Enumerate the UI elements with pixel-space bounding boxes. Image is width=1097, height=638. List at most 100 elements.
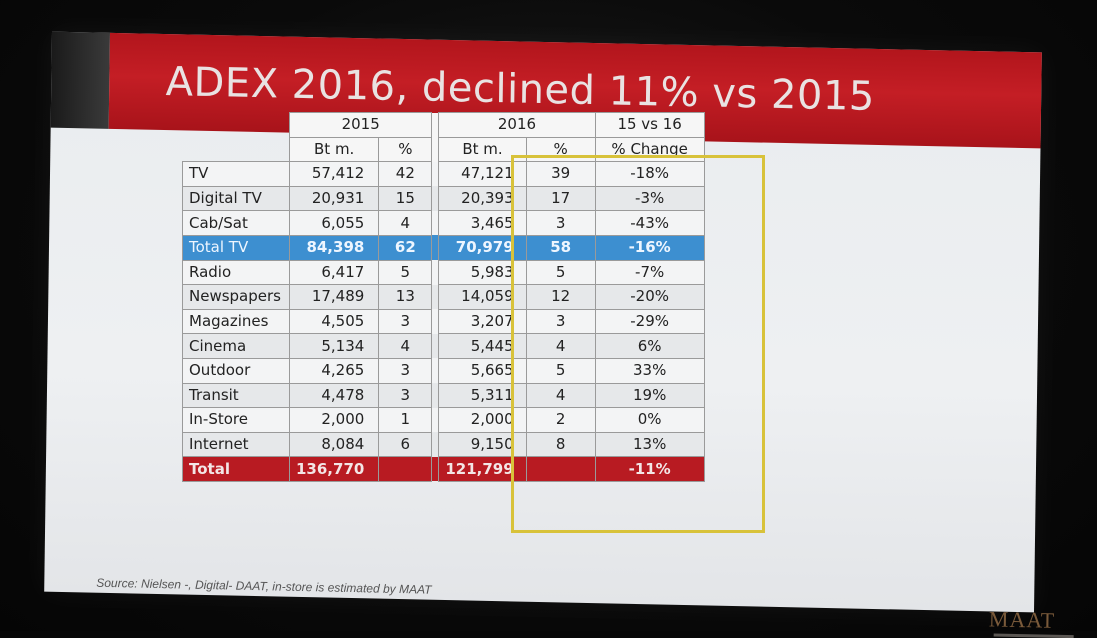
change-cell: 13% xyxy=(594,431,705,458)
column-separator xyxy=(431,137,440,162)
media-cell: Newspapers xyxy=(182,284,290,310)
table-row: In-Store 2,000 1 2,000 2 0% xyxy=(182,407,705,433)
col-header-pct-2016: % xyxy=(525,136,596,163)
column-separator xyxy=(431,161,440,187)
group-header-change: 15 vs 16 xyxy=(594,112,705,138)
total-tv-row: Total TV 84,398 62 70,979 58 -16% xyxy=(182,234,705,261)
pct-2015-cell: 3 xyxy=(378,357,433,384)
column-separator xyxy=(431,456,440,482)
bt-2015-cell: 57,412 xyxy=(288,161,380,187)
media-cell: TV xyxy=(182,161,290,187)
bt-2015-cell: 4,478 xyxy=(288,382,380,409)
pct-2016-cell: 3 xyxy=(525,210,596,236)
table-row: Transit 4,478 3 5,311 4 19% xyxy=(182,382,705,409)
change-cell: -3% xyxy=(594,185,705,212)
pct-2016-cell: 17 xyxy=(525,185,596,212)
bt-2015-cell: 8,084 xyxy=(288,431,380,458)
pct-2016-cell: 58 xyxy=(525,234,596,261)
group-header-row: 2015 2016 15 vs 16 xyxy=(182,112,705,163)
table-row: TV 57,412 42 47,121 39 -18% xyxy=(182,161,705,187)
banner-shadow xyxy=(50,31,110,129)
col-header-pct-2015: % xyxy=(378,136,433,163)
pct-2016-cell: 39 xyxy=(525,161,596,187)
column-separator xyxy=(431,309,440,334)
column-separator xyxy=(431,210,440,236)
bt-2015-cell: 136,770 xyxy=(288,456,380,482)
media-cell: Digital TV xyxy=(182,185,290,212)
change-cell: 0% xyxy=(594,407,705,433)
bt-2016-cell: 5,445 xyxy=(438,333,527,359)
pct-2015-cell: 4 xyxy=(378,333,433,359)
table-row: Internet 8,084 6 9,150 8 13% xyxy=(182,431,705,458)
change-cell: -16% xyxy=(594,234,705,261)
col-header-bt-2015: Bt m. xyxy=(288,136,380,163)
pct-2016-cell: 4 xyxy=(525,333,596,359)
logo-text: MAAT xyxy=(988,606,1056,633)
pct-2015-cell: 6 xyxy=(378,431,433,458)
bt-2016-cell: 70,979 xyxy=(438,234,527,261)
column-header-row: Bt m. % Bt m. % % Change xyxy=(183,136,705,163)
bt-2016-cell: 3,207 xyxy=(438,308,527,335)
change-cell: -29% xyxy=(594,308,705,335)
pct-2015-cell: 13 xyxy=(378,284,433,310)
table-row: Cinema 5,134 4 5,445 4 6% xyxy=(182,333,705,359)
pct-2015-cell: 3 xyxy=(378,308,433,335)
pct-2016-cell: 12 xyxy=(525,284,596,310)
adex-table: 2015 2016 15 vs 16 Bt m. % Bt m. % % Cha… xyxy=(182,112,705,482)
media-cell: Radio xyxy=(182,259,290,286)
bt-2016-cell: 3,465 xyxy=(438,210,527,236)
media-cell: Magazines xyxy=(182,308,290,335)
pct-2016-cell: 8 xyxy=(525,431,596,458)
group-header-2016: 2016 xyxy=(438,112,596,138)
bt-2016-cell: 5,665 xyxy=(438,357,527,384)
bt-2015-cell: 20,931 xyxy=(288,185,380,212)
media-cell: Transit xyxy=(182,382,290,409)
pct-2016-cell: 4 xyxy=(525,382,596,409)
column-separator xyxy=(431,284,440,310)
change-cell: -11% xyxy=(594,456,705,482)
media-cell: Outdoor xyxy=(182,357,290,384)
maat-logo: MAAT xyxy=(989,606,1056,633)
column-separator xyxy=(431,432,440,457)
source-note: Source: Nielsen -, Digital- DAAT, in-sto… xyxy=(96,575,432,597)
logo-tagline-mark xyxy=(993,633,1074,638)
pct-2016-cell: 3 xyxy=(525,308,596,335)
table-row: Radio 6,417 5 5,983 5 -7% xyxy=(182,259,705,286)
column-separator xyxy=(431,383,440,408)
pct-2016-cell: 5 xyxy=(525,357,596,384)
pct-2015-cell: 1 xyxy=(378,407,433,433)
col-header-change: % Change xyxy=(594,136,705,163)
header-corner xyxy=(182,112,290,163)
slide-title: ADEX 2016, declined 11% vs 2015 xyxy=(165,59,876,120)
pct-2016-cell: 2 xyxy=(525,407,596,433)
col-header-bt-2016: Bt m. xyxy=(438,136,527,163)
bt-2016-cell: 9,150 xyxy=(438,431,527,458)
table-row: Cab/Sat 6,055 4 3,465 3 -43% xyxy=(182,210,705,236)
column-separator xyxy=(431,112,440,138)
table-row: Outdoor 4,265 3 5,665 5 33% xyxy=(182,357,705,384)
pct-2015-cell: 62 xyxy=(378,234,433,261)
change-cell: 33% xyxy=(594,357,705,384)
bt-2016-cell: 47,121 xyxy=(438,161,527,187)
media-cell: Cinema xyxy=(182,333,290,359)
group-header-2015: 2015 xyxy=(288,112,433,138)
change-cell: -7% xyxy=(594,259,705,286)
bt-2015-cell: 5,134 xyxy=(288,333,380,359)
table-row: Magazines 4,505 3 3,207 3 -29% xyxy=(182,308,705,335)
media-cell: Total TV xyxy=(182,234,290,261)
total-row: Total 136,770 121,799 -11% xyxy=(182,456,705,482)
bt-2016-cell: 5,983 xyxy=(438,259,527,286)
column-separator xyxy=(431,260,440,285)
change-cell: -18% xyxy=(594,161,705,187)
change-cell: -20% xyxy=(594,284,705,310)
column-separator xyxy=(431,186,440,211)
pct-2015-cell: 3 xyxy=(378,382,433,409)
bt-2015-cell: 84,398 xyxy=(288,234,380,261)
pct-2015-cell: 15 xyxy=(378,185,433,212)
bt-2016-cell: 5,311 xyxy=(438,382,527,409)
media-cell: Total xyxy=(182,456,290,482)
bt-2016-cell: 2,000 xyxy=(438,407,527,433)
bt-2015-cell: 17,489 xyxy=(288,284,380,310)
pct-2015-cell: 42 xyxy=(378,161,433,187)
column-separator xyxy=(431,333,440,359)
